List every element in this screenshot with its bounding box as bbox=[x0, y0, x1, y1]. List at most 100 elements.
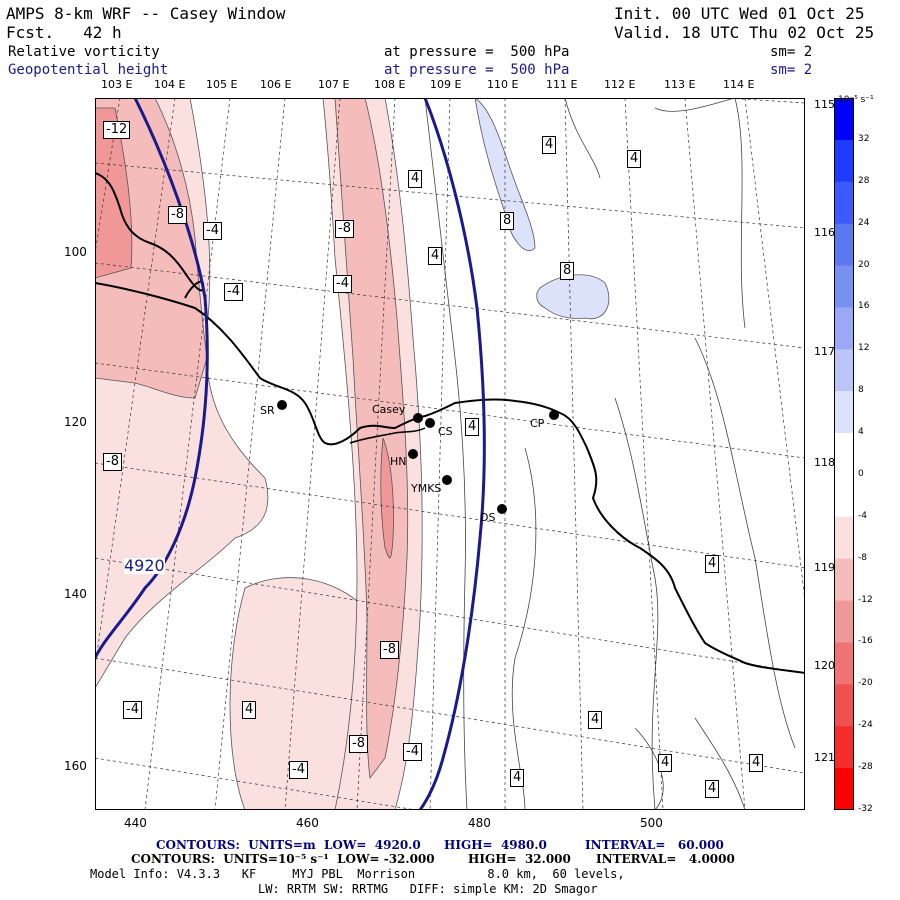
vorticity-label: 8 bbox=[500, 212, 515, 230]
x-tick-label: 500 bbox=[640, 816, 663, 830]
field1-level: at pressure = 500 hPa bbox=[384, 44, 570, 60]
vorticity-label: -4 bbox=[203, 222, 222, 240]
lon-label: 114 E bbox=[723, 78, 755, 91]
colorbar-swatch bbox=[834, 768, 854, 810]
vorticity-label: -4 bbox=[333, 275, 352, 293]
latlon-grid bbox=[95, 98, 805, 810]
height-contour-label: 4920 bbox=[124, 556, 165, 575]
vorticity-contours bbox=[424, 98, 796, 810]
vorticity-map bbox=[95, 98, 805, 810]
colorbar-swatch bbox=[834, 684, 854, 727]
vorticity-label: -8 bbox=[380, 641, 399, 659]
vorticity-label: 4 bbox=[705, 555, 720, 573]
colorbar-tick-label: -28 bbox=[858, 762, 873, 773]
lon-label: 104 E bbox=[154, 78, 186, 91]
colorbar-swatch bbox=[834, 223, 854, 267]
field2-name: Geopotential height bbox=[8, 62, 169, 78]
lon-label: 103 E bbox=[101, 78, 133, 91]
forecast-hour: Fcst. 42 h bbox=[6, 23, 122, 42]
colorbar-swatch bbox=[834, 474, 854, 518]
y-tick-label: 120 bbox=[64, 415, 87, 429]
colorbar-swatch bbox=[834, 265, 854, 308]
vorticity-label: -8 bbox=[349, 735, 368, 753]
colorbar-tick-label: -16 bbox=[858, 636, 873, 647]
colorbar-tick-label: 20 bbox=[858, 259, 870, 270]
vorticity-label: -4 bbox=[289, 761, 308, 779]
colorbar-swatch bbox=[834, 391, 854, 434]
vorticity-label: 4 bbox=[242, 701, 257, 719]
height-contour-high: HIGH= 4980.0 bbox=[444, 838, 547, 852]
map-title: AMPS 8-km WRF -- Casey Window bbox=[6, 4, 286, 23]
colorbar-tick-label: -8 bbox=[858, 552, 867, 563]
height-contour-4980 bbox=[418, 98, 486, 810]
vorticity-shade-positive bbox=[536, 274, 610, 320]
vorticity-label: -8 bbox=[168, 206, 187, 224]
colorbar-tick-label: -20 bbox=[858, 678, 873, 689]
field1-smoothing: sm= 2 bbox=[770, 44, 813, 60]
vorticity-contour-info: CONTOURS: UNITS=10⁻⁵ s⁻¹ LOW= -32.000 bbox=[131, 852, 435, 866]
colorbar-swatch bbox=[834, 558, 854, 602]
vorticity-label: 4 bbox=[705, 780, 720, 798]
y-tick-label: 100 bbox=[64, 245, 87, 259]
y-tick-label: 160 bbox=[64, 759, 87, 773]
colorbar-unit: 10⁻⁵ s⁻¹ bbox=[838, 95, 874, 105]
init-time: Init. 00 UTC Wed 01 Oct 25 bbox=[614, 4, 865, 23]
field2-level: at pressure = 500 hPa bbox=[384, 62, 570, 78]
vorticity-shade-positive bbox=[474, 98, 536, 251]
stations bbox=[277, 400, 559, 514]
vorticity-label: 4 bbox=[658, 754, 673, 772]
x-tick-label: 480 bbox=[468, 816, 491, 830]
vorticity-label: 4 bbox=[510, 769, 525, 787]
lon-label: 113 E bbox=[664, 78, 696, 91]
colorbar-tick-label: -12 bbox=[858, 594, 873, 605]
colorbar-swatch bbox=[834, 349, 854, 392]
colorbar bbox=[834, 98, 854, 810]
y-tick-label: 140 bbox=[64, 587, 87, 601]
colorbar-swatch bbox=[834, 307, 854, 350]
vorticity-shade-dark bbox=[380, 437, 394, 559]
station-label-casey: Casey bbox=[372, 403, 406, 416]
colorbar-tick-label: -4 bbox=[858, 510, 867, 521]
vorticity-label: -8 bbox=[335, 220, 354, 238]
station-label-sr: SR bbox=[260, 404, 275, 417]
vorticity-label: -4 bbox=[403, 743, 422, 761]
x-tick-label: 460 bbox=[296, 816, 319, 830]
lon-label: 110 E bbox=[487, 78, 519, 91]
colorbar-swatch bbox=[834, 98, 854, 141]
vorticity-label: 8 bbox=[560, 262, 575, 280]
x-tick-label: 440 bbox=[124, 816, 147, 830]
vorticity-label: 4 bbox=[627, 150, 642, 168]
height-contour-info: CONTOURS: UNITS=m LOW= 4920.0 bbox=[156, 838, 421, 852]
station-label-cp: CP bbox=[530, 417, 545, 430]
vorticity-contour-interval: INTERVAL= 4.0000 bbox=[596, 852, 735, 866]
colorbar-tick-label: 32 bbox=[858, 133, 870, 144]
vorticity-contour-high: HIGH= 32.000 bbox=[468, 852, 571, 866]
colorbar-tick-label: 8 bbox=[858, 385, 864, 396]
colorbar-tick-label: 4 bbox=[858, 427, 864, 438]
vorticity-label: 4 bbox=[408, 170, 423, 188]
colorbar-swatch bbox=[834, 181, 854, 225]
lon-label: 107 E bbox=[318, 78, 350, 91]
colorbar-tick-label: 28 bbox=[858, 175, 870, 186]
lon-label: 109 E bbox=[430, 78, 462, 91]
vorticity-label: 4 bbox=[465, 418, 480, 436]
valid-time: Valid. 18 UTC Thu 02 Oct 25 bbox=[614, 23, 875, 42]
model-info: Model Info: V4.3.3 KF MYJ PBL Morrison 8… bbox=[90, 867, 625, 881]
lon-label: 105 E bbox=[206, 78, 238, 91]
colorbar-tick-label: 24 bbox=[858, 217, 870, 228]
lon-label: 111 E bbox=[546, 78, 578, 91]
colorbar-tick-label: 0 bbox=[858, 468, 864, 479]
colorbar-tick-label: 12 bbox=[858, 343, 870, 354]
vorticity-label: 4 bbox=[749, 754, 764, 772]
coastline bbox=[349, 427, 426, 444]
station-label-ds: DS bbox=[480, 511, 496, 524]
vorticity-label: -12 bbox=[103, 121, 131, 139]
vorticity-label: 4 bbox=[588, 711, 603, 729]
colorbar-tick-label: -24 bbox=[858, 720, 873, 731]
field1-name: Relative vorticity bbox=[8, 44, 160, 60]
lon-label: 108 E bbox=[374, 78, 406, 91]
vorticity-label: 4 bbox=[542, 136, 557, 154]
lon-label: 112 E bbox=[604, 78, 636, 91]
station-label-ymks: YMKS bbox=[411, 482, 442, 495]
field2-smoothing: sm= 2 bbox=[770, 62, 813, 78]
